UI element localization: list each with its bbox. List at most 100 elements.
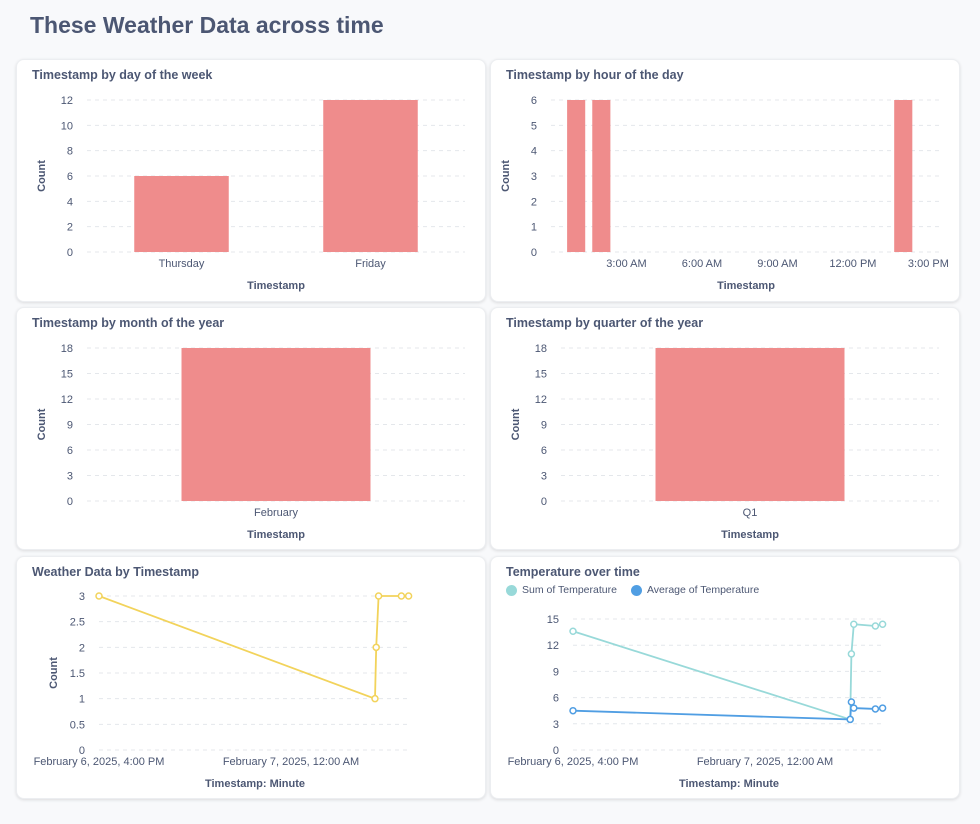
y-tick-label: 12 <box>61 95 73 107</box>
x-axis-label: Timestamp <box>717 280 775 292</box>
x-axis-label: Timestamp <box>721 529 779 541</box>
y-tick-label: 15 <box>547 614 559 626</box>
card-hod[interactable]: Timestamp by hour of the day 0 1 2 3 4 5 6 Coun… <box>490 59 960 302</box>
y-tick-label: 1.5 <box>70 668 85 680</box>
x-tick-label: Q1 <box>743 507 758 519</box>
x-tick-label: February 6, 2025, 4:00 PM <box>34 756 165 768</box>
series-line <box>572 701 883 721</box>
x-tick-label: February 6, 2025, 4:00 PM <box>508 756 639 768</box>
y-tick-label: 6 <box>541 445 547 457</box>
card-temp[interactable]: Temperature over time Sum of Temperature… <box>490 556 960 799</box>
legend-item-sum[interactable]: Sum of Temperature <box>506 584 617 596</box>
x-tick-label: Friday <box>355 258 386 270</box>
y-tick-label: 12 <box>61 394 73 406</box>
data-point <box>404 592 413 600</box>
y-tick-label: 6 <box>531 95 537 107</box>
data-point <box>871 622 880 630</box>
y-tick-label: 8 <box>67 146 73 158</box>
y-tick-label: 4 <box>67 196 73 208</box>
y-tick-label: 18 <box>535 343 547 355</box>
y-tick-label: 3 <box>531 171 537 183</box>
bar <box>567 100 586 252</box>
y-tick-label: 9 <box>541 420 547 432</box>
x-tick-label: Thursday <box>159 258 205 270</box>
y-tick-label: 3 <box>541 471 547 483</box>
y-axis-label: Count <box>500 160 512 192</box>
y-tick-label: 4 <box>531 146 537 158</box>
card-title[interactable]: Timestamp by hour of the day <box>506 68 684 82</box>
legend: Sum of Temperature Average of Temperatur… <box>506 584 759 596</box>
data-point <box>878 704 887 712</box>
data-point <box>95 592 103 600</box>
y-tick-label: 2.5 <box>70 617 85 629</box>
data-point <box>850 620 858 628</box>
y-tick-label: 6 <box>553 693 559 705</box>
data-point <box>374 592 383 600</box>
y-tick-label: 0 <box>553 745 559 757</box>
chart-hod: 0 1 2 3 4 5 6 Count Timestamp 3:00 AM 6:00 AM 9:00 … <box>500 95 949 292</box>
chart-qoy: 0 3 6 9 12 15 18 Count Timestamp Q1 <box>510 343 939 541</box>
data-point <box>372 643 380 652</box>
bar <box>134 176 229 252</box>
y-tick-label: 6 <box>67 171 73 183</box>
y-tick-label: 2 <box>67 222 73 234</box>
card-title[interactable]: Temperature over time <box>506 565 640 579</box>
x-tick-label: February 7, 2025, 12:00 AM <box>223 756 359 768</box>
y-tick-label: 0 <box>541 496 547 508</box>
card-title[interactable]: Timestamp by quarter of the year <box>506 316 704 330</box>
y-tick-label: 12 <box>547 640 559 652</box>
y-axis-label: Count <box>36 408 48 440</box>
y-tick-label: 6 <box>67 445 73 457</box>
card-moy[interactable]: Timestamp by month of the year 0 3 6 9 12 15 1… <box>16 307 486 550</box>
data-point <box>371 694 379 703</box>
x-axis-label: Timestamp: Minute <box>679 778 779 790</box>
y-tick-label: 18 <box>61 343 73 355</box>
data-point <box>847 698 856 706</box>
y-tick-label: 9 <box>67 420 73 432</box>
card-title[interactable]: Timestamp by day of the week <box>32 68 213 82</box>
y-tick-label: 2 <box>79 642 85 654</box>
y-tick-label: 2 <box>531 196 537 208</box>
card-title[interactable]: Timestamp by month of the year <box>32 316 225 330</box>
x-tick-label: February <box>254 507 299 519</box>
x-axis-label: Timestamp <box>247 280 305 292</box>
legend-label: Average of Temperature <box>646 584 760 596</box>
data-point <box>847 650 856 658</box>
chart-moy: 0 3 6 9 12 15 18 Count Timestamp February <box>36 343 465 541</box>
bar <box>181 348 371 501</box>
y-tick-label: 9 <box>553 666 559 678</box>
x-axis-label: Timestamp: Minute <box>205 778 305 790</box>
y-tick-label: 3 <box>553 719 559 731</box>
chart-wdts: 0 0.5 1 1.5 2 2.5 3 Count Timestamp: Minute Febru… <box>34 591 413 790</box>
y-tick-label: 3 <box>79 591 85 603</box>
page-title: These Weather Data across time <box>30 12 384 38</box>
x-tick-label: 12:00 PM <box>829 258 876 270</box>
legend-dot-icon <box>506 584 517 596</box>
y-tick-label: 1 <box>531 222 537 234</box>
y-tick-label: 12 <box>535 394 547 406</box>
card-wdts[interactable]: Weather Data by Timestamp 0 0.5 1 1.5 2 2.5 3 C… <box>16 556 486 799</box>
y-tick-label: 15 <box>535 369 547 381</box>
bar <box>655 348 845 501</box>
data-point <box>871 705 880 713</box>
y-axis-label: Count <box>36 160 48 192</box>
y-axis-label: Count <box>510 408 522 440</box>
legend-item-avg[interactable]: Average of Temperature <box>630 584 760 596</box>
bar <box>894 100 913 252</box>
card-dow[interactable]: Timestamp by day of the week 0 2 4 6 8 10 12 Co… <box>16 59 486 302</box>
chart-dow: 0 2 4 6 8 10 12 Count Timestamp Thursday Friday <box>36 95 465 292</box>
data-point <box>850 704 858 712</box>
y-axis-label: Count <box>48 657 60 689</box>
y-tick-label: 5 <box>531 120 537 132</box>
legend-dot-icon <box>630 584 642 596</box>
y-tick-label: 0 <box>531 247 537 259</box>
card-title[interactable]: Weather Data by Timestamp <box>32 565 199 579</box>
y-tick-label: 0 <box>79 745 85 757</box>
y-tick-label: 10 <box>61 120 73 132</box>
y-tick-label: 0 <box>67 496 73 508</box>
y-tick-label: 15 <box>61 369 73 381</box>
x-tick-label: 6:00 AM <box>682 258 722 270</box>
x-axis-label: Timestamp <box>247 529 305 541</box>
card-qoy[interactable]: Timestamp by quarter of the year 0 3 6 9 12 1… <box>490 307 960 550</box>
x-tick-label: 3:00 PM <box>908 258 949 270</box>
